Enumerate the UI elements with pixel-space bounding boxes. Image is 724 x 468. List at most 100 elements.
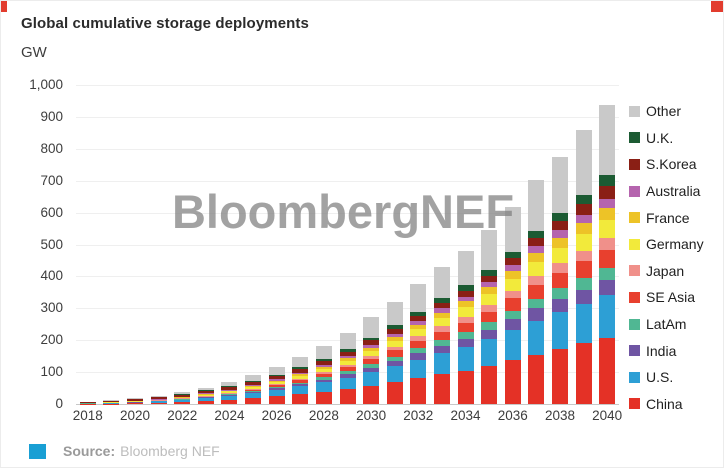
bar-segment-u-k- bbox=[221, 385, 238, 387]
y-tick-label: 0 bbox=[55, 396, 63, 411]
bar-segment-u-s- bbox=[386, 366, 403, 382]
legend-item-germany: Germany bbox=[629, 231, 723, 258]
legend-label: Other bbox=[646, 103, 682, 120]
bar-slot-2034 bbox=[454, 85, 478, 404]
bar-segment-se-asia bbox=[481, 311, 498, 323]
bar-segment-u-s- bbox=[315, 382, 332, 392]
bar-segment-u-k- bbox=[599, 174, 616, 187]
bar-2027 bbox=[292, 357, 309, 404]
bar-segment-s-korea bbox=[386, 328, 403, 334]
legend-swatch-icon bbox=[629, 105, 640, 117]
bar-segment-latam bbox=[386, 356, 403, 361]
bar-2023 bbox=[197, 387, 214, 404]
bar-slot-2039 bbox=[572, 85, 596, 404]
bar-segment-s-korea bbox=[79, 402, 96, 403]
legend-item-s-korea: S.Korea bbox=[629, 151, 723, 178]
bar-segment-japan bbox=[551, 262, 568, 273]
bar-segment-france bbox=[433, 312, 450, 319]
bar-segment-germany bbox=[245, 387, 262, 389]
bar-segment-s-korea bbox=[363, 340, 380, 345]
bar-segment-latam bbox=[599, 267, 616, 280]
legend-swatch-icon bbox=[629, 291, 640, 303]
legend-item-other: Other bbox=[629, 98, 723, 125]
legend-item-se-asia: SE Asia bbox=[629, 284, 723, 311]
screenshot-artifact-top-right bbox=[711, 1, 723, 12]
bar-segment-japan bbox=[150, 400, 167, 401]
bar-segment-france bbox=[221, 390, 238, 392]
bar-segment-china bbox=[410, 378, 427, 404]
bar-segment-s-korea bbox=[339, 351, 356, 356]
bar-slot-2033 bbox=[430, 85, 454, 404]
y-tick-label: 1,000 bbox=[29, 77, 63, 92]
legend-item-france: France bbox=[629, 204, 723, 231]
bar-segment-latam bbox=[245, 391, 262, 393]
x-tick-label: 2028 bbox=[308, 408, 339, 423]
bar-segment-france bbox=[575, 223, 592, 235]
x-tick-label: 2032 bbox=[403, 408, 434, 423]
bar-segment-china bbox=[245, 398, 262, 404]
legend-swatch-icon bbox=[629, 345, 640, 357]
source-value: Bloomberg NEF bbox=[120, 443, 220, 459]
bar-segment-germany bbox=[292, 375, 309, 379]
bar-segment-latam bbox=[481, 322, 498, 330]
legend-item-japan: Japan bbox=[629, 258, 723, 285]
bar-segment-u-s- bbox=[551, 312, 568, 350]
bar-segment-latam bbox=[315, 377, 332, 380]
legend-swatch-icon bbox=[629, 318, 640, 330]
bar-segment-china bbox=[481, 365, 498, 404]
bar-segment-japan bbox=[127, 401, 144, 403]
bar-slot-2024 bbox=[218, 85, 242, 404]
bar-2037 bbox=[528, 180, 545, 404]
bar-segment-latam bbox=[457, 332, 474, 339]
bar-segment-u-k- bbox=[481, 270, 498, 276]
bar-segment-s-korea bbox=[103, 400, 120, 403]
bar-segment-japan bbox=[268, 384, 285, 386]
bar-segment-u-s- bbox=[599, 294, 616, 338]
bar-segment-other bbox=[174, 392, 191, 394]
bar-segment-s-korea bbox=[481, 275, 498, 282]
bar-segment-other bbox=[150, 395, 167, 397]
y-tick-label: 100 bbox=[40, 364, 63, 380]
bar-segment-india bbox=[410, 353, 427, 360]
bar-segment-australia bbox=[174, 396, 191, 398]
legend-item-latam: LatAm bbox=[629, 311, 723, 338]
bar-segment-latam bbox=[575, 278, 592, 290]
bar-slot-2029 bbox=[336, 85, 360, 404]
bar-segment-japan bbox=[504, 290, 521, 299]
bar-segment-france bbox=[386, 336, 403, 341]
bar-segment-u-s- bbox=[339, 377, 356, 389]
legend-swatch-icon bbox=[629, 185, 640, 197]
bar-segment-u-s- bbox=[245, 393, 262, 399]
bar-segment-other bbox=[127, 398, 144, 400]
x-tick-label: 2034 bbox=[450, 408, 481, 423]
bar-segment-india bbox=[339, 374, 356, 378]
bar-segment-australia bbox=[339, 355, 356, 358]
bar-segment-u-s- bbox=[221, 395, 238, 400]
y-tick-label: 500 bbox=[40, 236, 63, 252]
bar-2033 bbox=[433, 266, 450, 404]
bar-segment-se-asia bbox=[221, 393, 238, 395]
x-tick-label: 2030 bbox=[356, 408, 387, 423]
legend-label: India bbox=[646, 342, 677, 359]
gridline bbox=[76, 85, 619, 86]
bar-segment-u-k- bbox=[292, 367, 309, 370]
bar-segment-u-k- bbox=[245, 380, 262, 383]
bar-segment-latam bbox=[339, 371, 356, 375]
bar-segment-china bbox=[150, 402, 167, 404]
bar-slot-2037 bbox=[525, 85, 549, 404]
gridline bbox=[76, 148, 619, 150]
legend-label: France bbox=[646, 209, 690, 226]
bar-segment-se-asia bbox=[599, 249, 616, 268]
bar-segment-japan bbox=[174, 398, 191, 399]
bar-segment-australia bbox=[197, 393, 214, 395]
bar-segment-s-korea bbox=[292, 369, 309, 373]
bar-segment-china bbox=[551, 349, 568, 404]
bar-segment-india bbox=[528, 308, 545, 321]
x-tick-label: 2038 bbox=[544, 408, 575, 423]
bar-2018 bbox=[79, 401, 96, 404]
bar-segment-latam bbox=[268, 387, 285, 389]
bar-segment-china bbox=[197, 401, 214, 404]
bar-segment-s-korea bbox=[150, 397, 167, 400]
bar-segment-australia bbox=[528, 246, 545, 254]
bar-segment-other bbox=[599, 104, 616, 175]
